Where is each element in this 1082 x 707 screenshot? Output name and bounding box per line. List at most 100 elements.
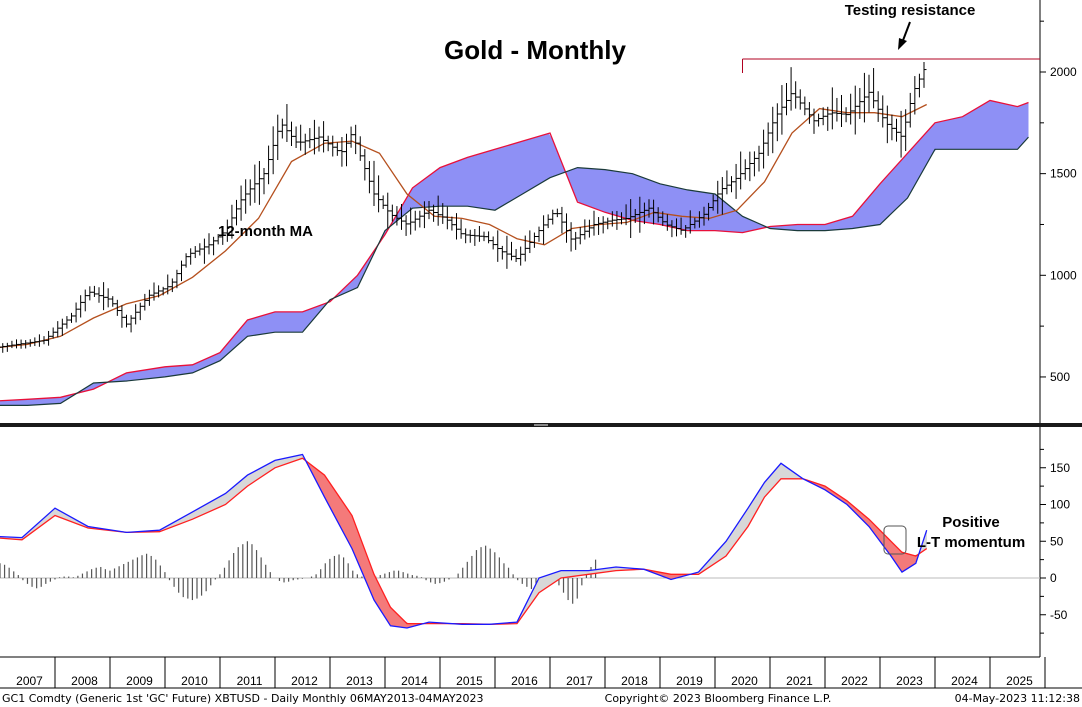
ohlc-bar <box>706 202 712 221</box>
ohlc-bar <box>843 107 849 123</box>
fast-momentum-line <box>0 453 928 629</box>
x-tick-label: 2017 <box>566 674 593 688</box>
ohlc-bar <box>541 215 547 245</box>
x-tick-label: 2018 <box>621 674 648 688</box>
x-tick-label: 2016 <box>511 674 538 688</box>
momentum-label-text-2: L-T momentum <box>917 534 1025 551</box>
ohlc-bar <box>921 61 927 88</box>
footer-copyright: Copyright© 2023 Bloomberg Finance L.P. <box>605 692 832 705</box>
ohlc-bar <box>623 204 629 226</box>
panel-divider-handle[interactable] <box>534 424 548 426</box>
ohlc-bar <box>197 243 203 256</box>
x-tick-label: 2023 <box>896 674 923 688</box>
ohlc-bar <box>802 96 808 116</box>
momentum-y-tick-label: 0 <box>1050 571 1057 585</box>
x-tick-label: 2021 <box>786 674 813 688</box>
ohlc-bar <box>32 337 38 347</box>
momentum-panel <box>0 453 1040 629</box>
ohlc-bar <box>719 177 725 215</box>
ohlc-bar <box>169 278 175 293</box>
ichimoku-cloud <box>0 101 1029 406</box>
ohlc-bar <box>651 199 657 225</box>
x-tick-label: 2010 <box>181 674 208 688</box>
ohlc-bar <box>678 217 684 235</box>
ohlc-bar <box>774 103 780 142</box>
momentum-fill <box>560 570 565 579</box>
ohlc-bar <box>816 113 822 127</box>
momentum-fill <box>904 552 908 572</box>
ohlc-bar <box>747 151 753 182</box>
ma-line <box>0 103 927 348</box>
momentum-y-tick-label: 50 <box>1050 534 1064 548</box>
ohlc-bar <box>788 67 794 111</box>
x-tick-label: 2007 <box>16 674 43 688</box>
footer-timestamp: 04-May-2023 11:12:38 <box>955 692 1080 705</box>
momentum-y-tick-label: 100 <box>1050 498 1070 512</box>
footer-source: GC1 Comdty (Generic 1st 'GC' Future) XBT… <box>2 692 484 705</box>
x-tick-label: 2025 <box>1006 674 1033 688</box>
ohlc-bar <box>829 87 835 130</box>
ohlc-bar <box>238 185 244 221</box>
x-tick-label: 2024 <box>951 674 978 688</box>
price-y-tick-label: 500 <box>1050 370 1070 384</box>
momentum-y-tick-label: 150 <box>1050 461 1070 475</box>
price-y-tick-label: 2000 <box>1050 65 1077 79</box>
ohlc-bar <box>898 110 904 158</box>
ohlc-bar <box>596 217 602 235</box>
ohlc-bar <box>664 214 670 231</box>
ohlc-bar <box>224 219 230 242</box>
ohlc-bar <box>183 253 189 268</box>
x-tick-label: 2013 <box>346 674 373 688</box>
ohlc-bar <box>568 222 574 252</box>
x-tick-label: 2009 <box>126 674 153 688</box>
ohlc-bar <box>637 196 643 233</box>
x-tick-label: 2008 <box>71 674 98 688</box>
x-tick-label: 2015 <box>456 674 483 688</box>
momentum-highlight-box <box>883 525 907 555</box>
price-y-tick-label: 1000 <box>1050 268 1077 282</box>
ohlc-bar <box>527 230 533 254</box>
x-tick-label: 2011 <box>237 674 263 688</box>
ohlc-bar <box>692 217 698 229</box>
momentum-label-line2: L-T momentum <box>917 534 1025 551</box>
ohlc-bar <box>513 249 519 263</box>
ohlc-bar <box>128 315 134 333</box>
ohlc-bar <box>609 211 615 227</box>
momentum-label-text: Positive <box>942 514 1000 531</box>
momentum-y-tick-label: -50 <box>1050 608 1068 622</box>
x-tick-label: 2022 <box>841 674 868 688</box>
ohlc-bar <box>733 163 739 199</box>
cloud-span-b-line <box>0 136 1029 406</box>
slow-momentum-line <box>0 457 928 625</box>
ma-label: 12-month MA <box>218 223 313 240</box>
x-tick-label: 2019 <box>676 674 703 688</box>
momentum-fill <box>901 551 905 572</box>
resistance-label: Testing resistance <box>845 2 976 19</box>
resistance-arrow <box>898 21 911 50</box>
ohlc-bar <box>761 129 767 169</box>
axes: 500 1000 1500 2000 -50 0 50 100 150 2007 2008 2009 2… <box>16 20 1077 688</box>
ohlc-bar <box>554 208 560 218</box>
ohlc-bar <box>582 219 588 240</box>
ohlc-bar <box>211 236 217 256</box>
chart-title: Gold - Monthly <box>444 35 627 65</box>
x-tick-label: 2014 <box>401 674 428 688</box>
ohlc-bar <box>156 285 162 298</box>
momentum-label-line1: Positive <box>942 514 1000 531</box>
ohlc-bar <box>912 76 918 115</box>
ohlc-bar <box>884 105 890 144</box>
price-panel <box>0 58 1040 406</box>
ohlc-bar <box>871 68 877 109</box>
ohlc-bar <box>46 330 52 346</box>
momentum-fill <box>563 570 568 578</box>
ohlc-bar <box>4 342 10 352</box>
price-y-tick-label: 1500 <box>1050 167 1077 181</box>
cloud-span-a-line <box>0 99 1029 402</box>
momentum-fill <box>780 463 784 480</box>
x-tick-label: 2020 <box>731 674 758 688</box>
ohlc-bar <box>857 87 863 119</box>
x-tick-label: 2012 <box>291 674 318 688</box>
ohlc-bar <box>142 293 148 311</box>
